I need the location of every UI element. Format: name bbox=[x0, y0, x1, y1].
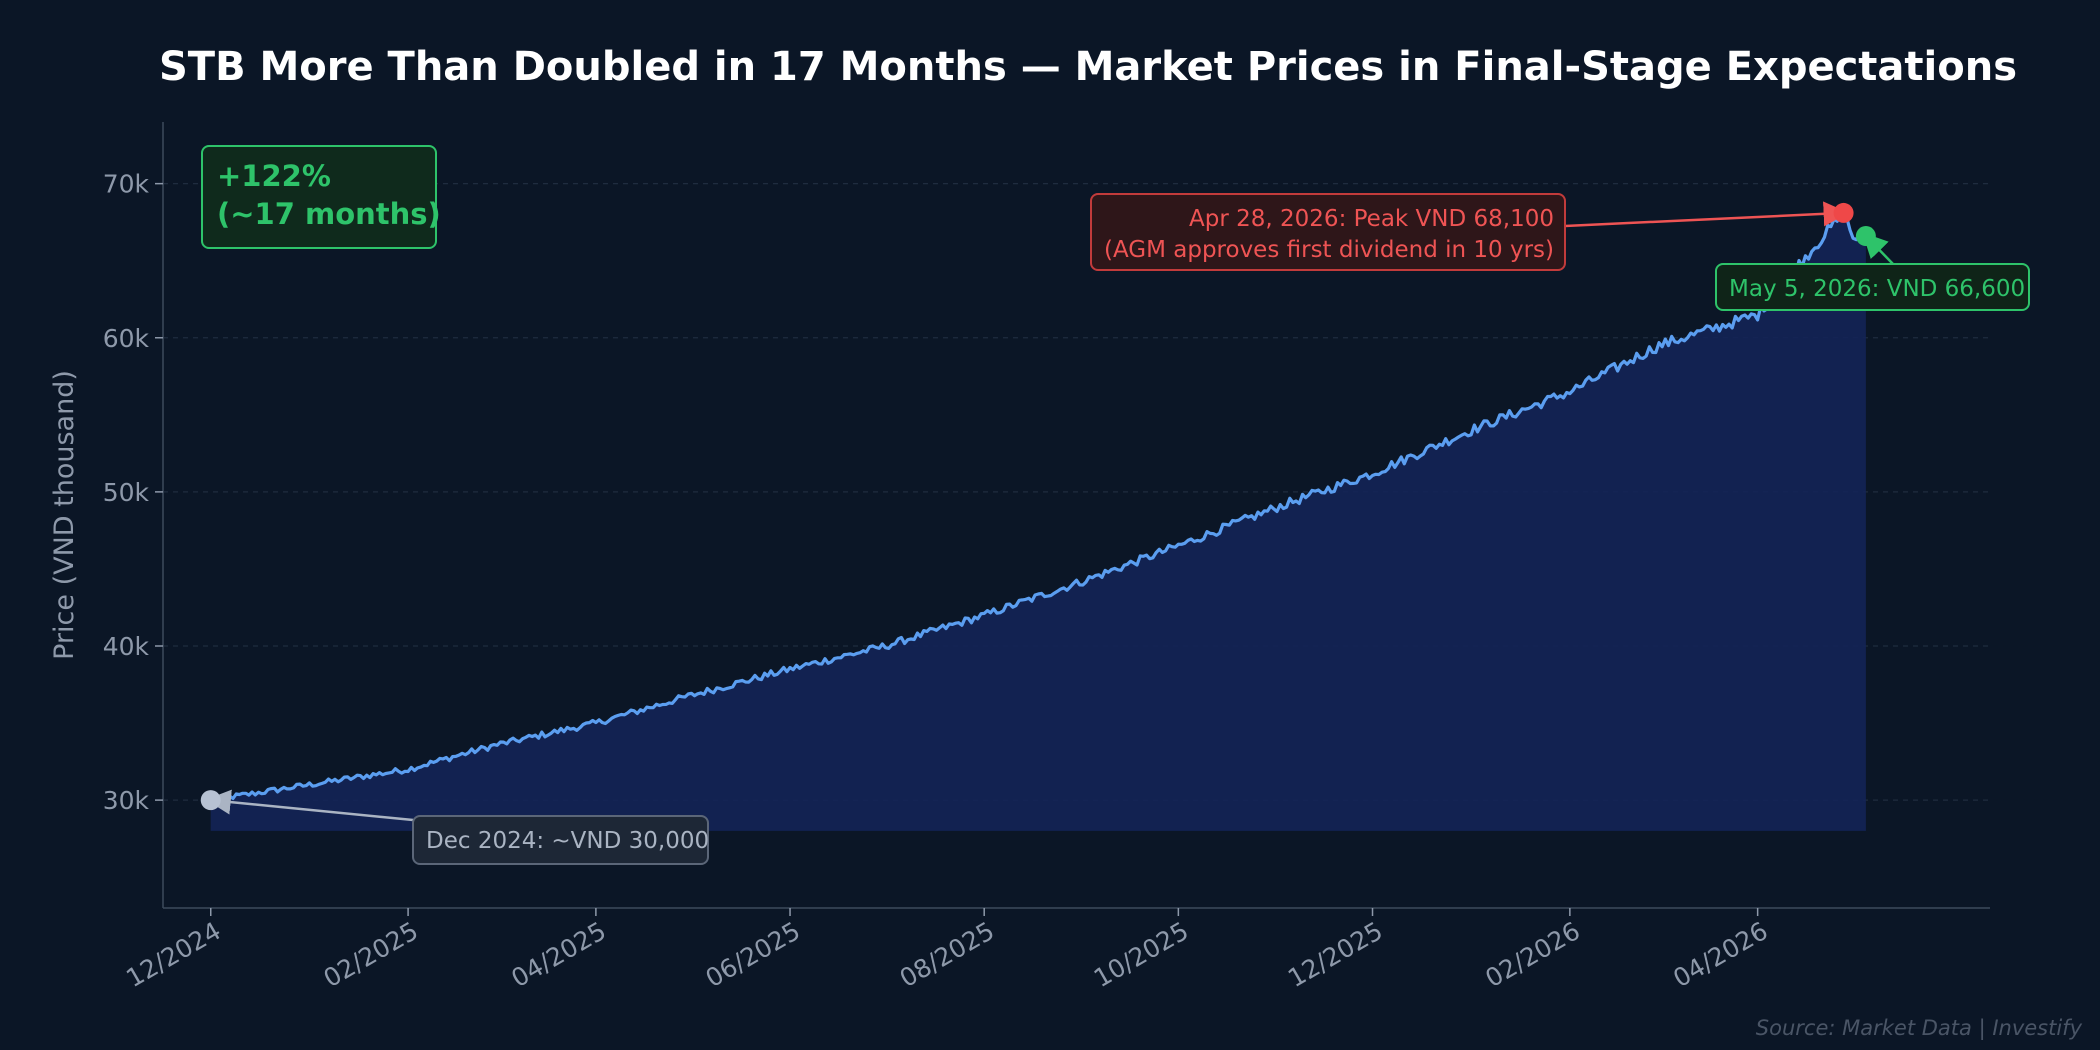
markers bbox=[200, 202, 1876, 811]
summary-box: +122% (~17 months) bbox=[201, 145, 441, 249]
x-tick-label: 12/2025 bbox=[1283, 916, 1387, 993]
x-tick-label: 02/2025 bbox=[319, 916, 423, 993]
price-marker-0 bbox=[200, 790, 221, 811]
price-line bbox=[210, 210, 1868, 802]
annotation-text-peak: Apr 28, 2026: Peak VND 68,100 bbox=[1189, 206, 1554, 232]
annotations: Dec 2024: ~VND 30,000 Apr 28, 2026: Peak … bbox=[205, 193, 2030, 865]
annotation-box-start bbox=[412, 815, 709, 865]
annotation-text-peak: (AGM approves first dividend in 10 yrs) bbox=[1104, 237, 1554, 263]
area-layer bbox=[210, 211, 1866, 831]
price-marker-2 bbox=[1855, 226, 1876, 247]
annotation-box-peak bbox=[1090, 193, 1566, 271]
x-tick-label: 06/2025 bbox=[701, 916, 805, 993]
annotation-text-latest: May 5, 2026: VND 66,600 bbox=[1729, 276, 2025, 302]
x-tick-label: 12/2024 bbox=[121, 916, 225, 993]
x-tick-label: 02/2026 bbox=[1480, 916, 1584, 993]
line-layer bbox=[210, 210, 1868, 802]
y-tick-label: 30k bbox=[103, 786, 150, 815]
chart-title: STB More Than Doubled in 17 Months — Mar… bbox=[159, 44, 2017, 90]
summary-box-line-1: +122% bbox=[217, 159, 331, 193]
annotation-arrow-start bbox=[205, 789, 414, 822]
axes bbox=[162, 122, 1990, 909]
annotation-arrow-peak bbox=[1564, 201, 1849, 228]
y-tick-label: 70k bbox=[103, 170, 150, 199]
annotation-text-start: Dec 2024: ~VND 30,000 bbox=[426, 828, 709, 854]
y-tick-label: 60k bbox=[103, 324, 150, 353]
y-tick-label: 40k bbox=[103, 632, 150, 661]
y-ticks: 30k 40k 50k 60k 70k bbox=[103, 170, 163, 815]
y-tick-label: 50k bbox=[103, 478, 150, 507]
price-area bbox=[210, 211, 1866, 831]
x-tick-label: 04/2025 bbox=[506, 916, 610, 993]
x-tick-label: 04/2026 bbox=[1668, 916, 1772, 993]
x-tick-label: 08/2025 bbox=[895, 916, 999, 993]
y-axis-label: Price (VND thousand) bbox=[49, 370, 80, 660]
price-marker-1 bbox=[1833, 202, 1854, 223]
source-note: Source: Market Data | Investify bbox=[1756, 1016, 2083, 1041]
x-ticks: 12/2024 02/2025 04/2025 06/2025 08/2025 10/20… bbox=[121, 908, 1773, 993]
summary-box-line-2: (~17 months) bbox=[217, 197, 441, 231]
summary-box-frame bbox=[201, 145, 437, 249]
x-tick-label: 10/2025 bbox=[1089, 916, 1193, 993]
annotation-box-latest bbox=[1715, 263, 2030, 311]
